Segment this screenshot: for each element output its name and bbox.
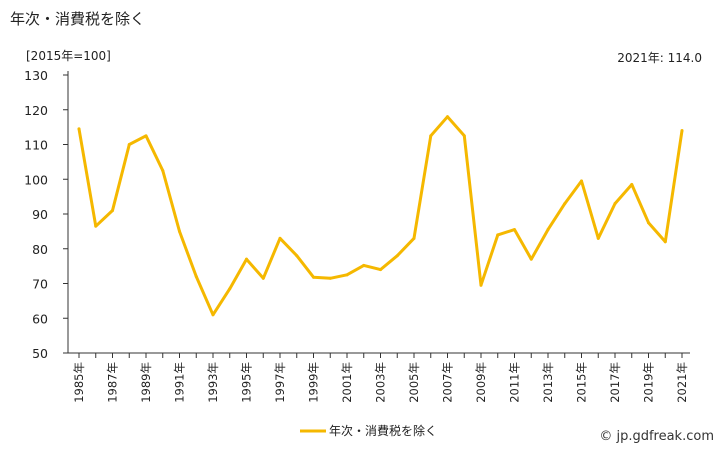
plot-area xyxy=(77,115,684,317)
x-tick-label: 1987年 xyxy=(106,362,120,403)
x-tick-label: 2013年 xyxy=(541,362,555,403)
x-tick-label: 2015年 xyxy=(575,362,589,403)
data-point xyxy=(429,134,433,138)
y-tick-label: 50 xyxy=(32,346,48,361)
x-tick-label: 2019年 xyxy=(642,362,656,403)
x-tick-label: 1985年 xyxy=(72,362,86,403)
y-tick-label: 70 xyxy=(32,277,48,292)
data-point xyxy=(496,233,500,237)
data-point xyxy=(546,228,550,232)
data-point xyxy=(479,283,483,287)
data-point xyxy=(144,134,148,138)
y-tick-label: 60 xyxy=(32,311,48,326)
data-point xyxy=(663,240,667,244)
y-tick-label: 120 xyxy=(24,103,48,118)
data-point xyxy=(680,129,684,133)
data-point xyxy=(513,228,516,232)
x-axis: 1985年 1987年 1989年 1991年 1993年 1995年 1997年 1999年… xyxy=(68,352,690,403)
data-point xyxy=(328,276,332,280)
y-tick-label: 110 xyxy=(24,138,48,153)
x-tick-label: 1989年 xyxy=(139,362,153,403)
data-point xyxy=(194,275,198,279)
data-point xyxy=(161,169,165,173)
data-point xyxy=(462,134,466,138)
data-point xyxy=(613,202,617,206)
data-point xyxy=(312,275,315,279)
watermark: © jp.gdfreak.com xyxy=(599,429,714,444)
data-point xyxy=(111,209,114,213)
x-tick-label: 2009年 xyxy=(474,362,488,403)
data-point xyxy=(630,182,634,186)
data-point xyxy=(94,224,98,228)
data-point xyxy=(228,287,232,291)
y-tick-label: 130 xyxy=(24,68,48,83)
data-point xyxy=(580,179,583,183)
unit-label: [2015年=100] xyxy=(26,49,111,63)
x-tick-label: 1995年 xyxy=(240,362,254,403)
data-point xyxy=(211,313,215,317)
y-tick-label: 100 xyxy=(24,172,48,187)
data-point xyxy=(379,268,382,272)
data-point xyxy=(446,115,449,119)
x-tick-label: 1993年 xyxy=(206,362,220,403)
data-point xyxy=(261,276,265,280)
data-point xyxy=(278,236,282,240)
x-tick-label: 2001年 xyxy=(340,362,354,403)
latest-value-label: 2021年: 114.0 xyxy=(617,51,702,65)
data-point xyxy=(295,254,299,258)
series-line xyxy=(77,115,684,317)
data-point xyxy=(245,257,248,261)
data-point xyxy=(647,221,650,225)
chart-title: 年次・消費税を除く xyxy=(10,10,146,28)
data-point xyxy=(345,273,349,277)
x-tick-label: 1999年 xyxy=(307,362,321,403)
data-point xyxy=(563,202,567,206)
legend-entry: 年次・消費税を除く xyxy=(329,423,437,438)
x-tick-label: 1997年 xyxy=(273,362,287,403)
x-tick-label: 2011年 xyxy=(508,362,522,403)
data-point xyxy=(412,236,416,240)
x-tick-label: 2017年 xyxy=(608,362,622,403)
data-point xyxy=(127,143,131,146)
x-tick-label: 2003年 xyxy=(374,362,388,403)
x-tick-label: 1991年 xyxy=(173,362,187,403)
data-point xyxy=(529,257,533,261)
data-point xyxy=(596,236,600,240)
x-tick-label: 2005年 xyxy=(407,362,421,403)
y-tick-label: 90 xyxy=(32,207,48,222)
data-point xyxy=(362,263,366,267)
y-tick-label: 80 xyxy=(32,242,48,257)
x-tick-label: 2007年 xyxy=(441,362,455,403)
y-axis: 50 60 70 80 90 100 110 120 130 xyxy=(24,68,69,361)
x-tick-label: 2021年 xyxy=(675,362,689,403)
data-point xyxy=(178,229,181,233)
data-point xyxy=(77,127,81,131)
data-point xyxy=(395,254,399,258)
legend: 年次・消費税を除く xyxy=(300,423,437,438)
